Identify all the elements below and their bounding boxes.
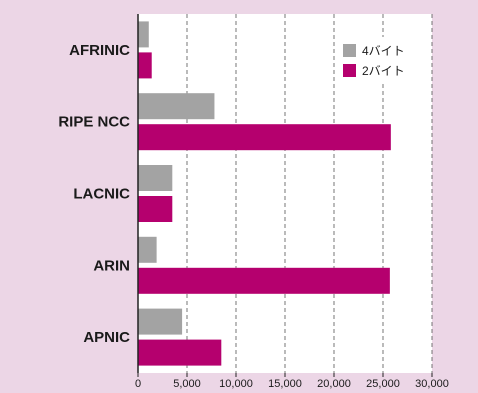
x-tick-label: 25,000 bbox=[366, 378, 400, 390]
category-label: AFRINIC bbox=[69, 42, 130, 59]
bar-series-2 bbox=[138, 267, 390, 294]
bar-series-2 bbox=[138, 124, 391, 151]
category-label: LACNIC bbox=[73, 186, 130, 203]
legend-label: 2バイト bbox=[362, 64, 405, 78]
legend-swatch bbox=[343, 44, 356, 57]
x-tick-label: 30,000 bbox=[415, 378, 449, 390]
bars bbox=[138, 21, 391, 366]
legend-label: 4バイト bbox=[362, 44, 405, 58]
bar-series-2 bbox=[138, 196, 173, 222]
x-axis-ticks: 0 5,000 10,000 15,000 20,000 25,000 30,000 bbox=[135, 373, 449, 390]
x-tick-label: 5,000 bbox=[173, 378, 201, 390]
bar-series-1 bbox=[138, 236, 157, 263]
category-labels: AFRINIC RIPE NCC LACNIC ARIN APNIC bbox=[58, 42, 130, 346]
bar-series-1 bbox=[138, 165, 173, 191]
category-label: APNIC bbox=[83, 329, 130, 346]
bar-series-1 bbox=[138, 93, 215, 120]
bar-series-1 bbox=[138, 308, 183, 335]
legend: 4バイト 2バイト bbox=[337, 37, 419, 83]
legend-swatch bbox=[343, 64, 356, 77]
category-label: ARIN bbox=[93, 257, 130, 274]
category-label: RIPE NCC bbox=[58, 114, 130, 131]
x-tick-label: 20,000 bbox=[317, 378, 351, 390]
x-tick-label: 15,000 bbox=[268, 378, 302, 390]
bar-series-1 bbox=[138, 21, 149, 48]
x-tick-label: 10,000 bbox=[219, 378, 253, 390]
bar-series-2 bbox=[138, 339, 222, 366]
bar-series-2 bbox=[138, 52, 152, 79]
x-tick-label: 0 bbox=[135, 378, 141, 390]
